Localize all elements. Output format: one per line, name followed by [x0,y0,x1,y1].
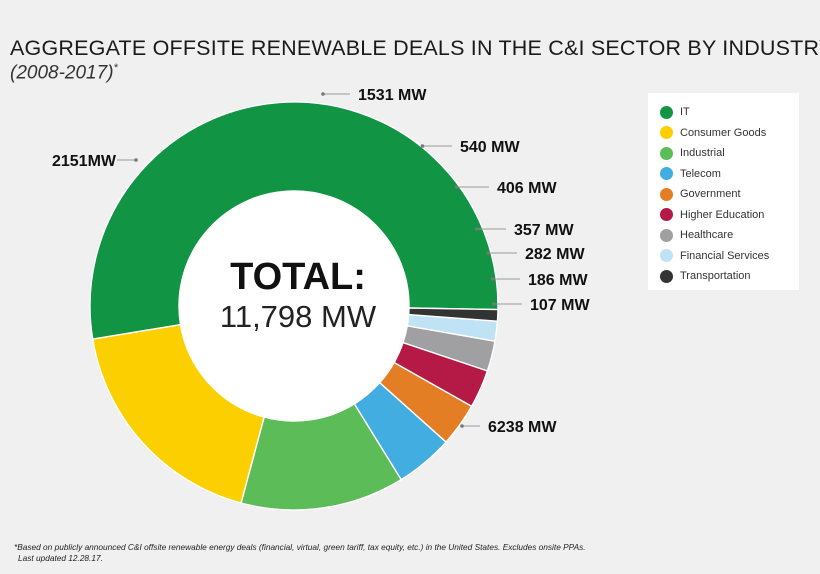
footnote-disclaimer: *Based on publicly announced C&I offsite… [14,542,586,552]
legend-label-consumer-goods: Consumer Goods [680,126,767,139]
legend-item-higher-education: Higher Education [660,205,799,226]
leader-dot-healthcare [486,251,490,255]
slice-label-healthcare: 282 MW [525,246,585,263]
legend-label-higher-education: Higher Education [680,208,765,221]
leader-dot-higher-education [474,227,479,231]
legend-item-telecom: Telecom [660,164,799,185]
legend-item-consumer-goods: Consumer Goods [660,123,799,144]
legend-swatch-it [660,105,673,119]
legend-item-transportation: Transportation [660,266,799,287]
donut-slices [89,101,499,511]
legend-swatch-consumer-goods [660,126,673,140]
label-leaders [117,92,522,428]
chart-legend: IT Consumer Goods Industrial Telecom Governm… [648,93,799,290]
legend-item-it: IT [660,102,799,123]
legend-swatch-financial-services [660,249,673,263]
slice-label-telecom: 540 MW [460,139,520,156]
leader-dot-government [454,185,459,189]
center-total-value: 11,798 MW [220,299,377,334]
slice-label-industrial: 1531 MW [358,87,427,104]
legend-item-healthcare: Healthcare [660,225,799,246]
subtitle-footnote-mark: * [113,62,118,74]
legend-swatch-industrial [660,146,673,160]
legend-label-it: IT [680,106,690,119]
legend-item-financial-services: Financial Services [660,246,799,267]
slice-label-government: 406 MW [497,180,557,197]
leader-dot-financial-services [490,277,495,281]
footnote: *Based on publicly announced C&I offsite… [14,542,586,563]
slice-label-higher-education: 357 MW [514,222,574,239]
chart-subtitle: (2008-2017)* [10,62,118,84]
legend-swatch-transportation [660,269,673,283]
slice-label-financial-services: 186 MW [528,272,588,289]
footnote-last-updated: Last updated 12.28.17. [18,552,103,563]
leader-dot-it [460,424,464,428]
slice-label-consumer-goods: 2151MW [52,153,117,170]
slice-label-transportation: 107 MW [530,297,590,314]
center-total-label: TOTAL: [230,256,366,298]
legend-label-industrial: Industrial [680,147,725,160]
slice-label-it: 6238 MW [488,419,557,436]
chart-title: AGGREGATE OFFSITE RENEWABLE DEALS IN THE… [10,36,820,60]
legend-item-government: Government [660,184,799,205]
legend-swatch-higher-education [660,208,673,222]
legend-item-industrial: Industrial [660,143,799,164]
donut-hole [179,191,409,421]
leader-dot-industrial [321,92,325,96]
legend-label-financial-services: Financial Services [680,249,770,262]
subtitle-years: (2008-2017) [10,62,114,84]
legend-swatch-healthcare [660,228,673,242]
leader-dot-transportation [491,302,496,306]
slice-labels: 6238 MW 2151MW 1531 MW 540 MW 406 MW 357 MW 28… [52,87,591,436]
leader-dot-telecom [420,144,425,148]
legend-label-telecom: Telecom [680,167,721,180]
leader-dot-consumer-goods [134,158,138,162]
legend-label-healthcare: Healthcare [680,229,734,242]
legend-swatch-government [660,187,673,201]
legend-label-transportation: Transportation [680,270,751,283]
legend-label-government: Government [680,188,741,201]
legend-swatch-telecom [660,167,673,181]
